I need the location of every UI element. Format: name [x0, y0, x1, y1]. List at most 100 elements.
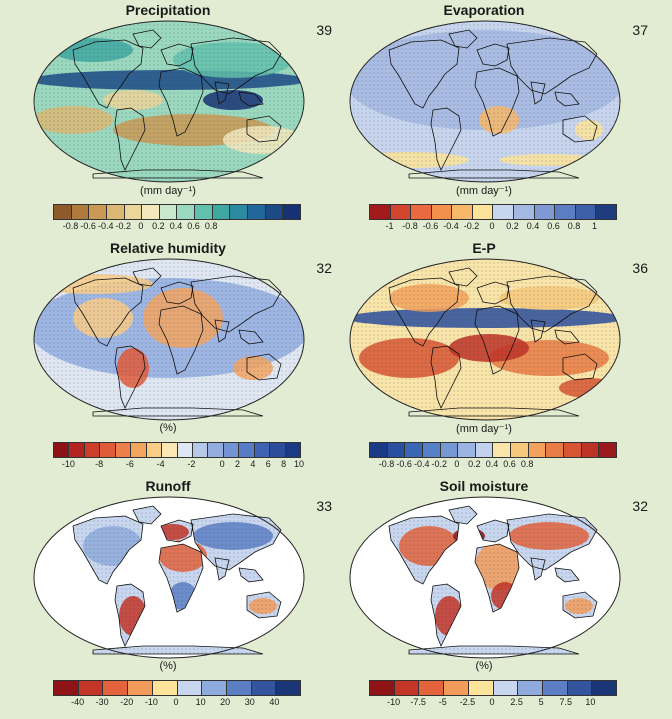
scale-swatch: [106, 205, 125, 219]
scale-swatch: [370, 681, 395, 695]
scale-swatch: [251, 681, 277, 695]
scale-tick-label: 0.8: [204, 221, 218, 231]
scale-tick-label: 0.4: [169, 221, 183, 231]
panel-title: E-P: [472, 240, 496, 256]
color-scale: [369, 680, 617, 696]
coastline-australia: [246, 591, 282, 619]
scale-swatch: [239, 443, 255, 457]
coastline-seasia: [238, 567, 264, 583]
scale-tick-label: -10: [387, 697, 401, 707]
scale-swatch: [370, 443, 388, 457]
scale-swatch: [581, 443, 600, 457]
coastline-samerica: [114, 345, 146, 409]
scale-tick-label: -0.4: [413, 459, 430, 469]
unit-label: (%): [159, 422, 177, 434]
coastline-africa: [158, 543, 204, 613]
coastline-europe: [476, 281, 510, 305]
coastline-samerica: [430, 107, 462, 171]
scale-tick-label: -4: [156, 459, 165, 469]
coastline-africa: [474, 543, 520, 613]
scale-swatch: [564, 443, 582, 457]
scale-tick-label: 0: [489, 221, 495, 231]
scale-swatch: [546, 443, 565, 457]
model-count: 36: [632, 260, 648, 276]
scale-swatch: [142, 205, 160, 219]
color-scale: [53, 442, 301, 458]
scale-swatch: [202, 681, 227, 695]
scale-swatch: [152, 681, 178, 695]
panel-title: Relative humidity: [110, 240, 226, 256]
scale-swatch: [493, 205, 515, 219]
map-border: [33, 20, 305, 183]
scale-tick-label: 10: [293, 459, 305, 469]
coastline-greenland: [448, 505, 478, 525]
scale-ticks: -10 -8 -6 -4 -2 0 2 4 6 8 10: [53, 459, 304, 471]
coastline-antarctica: [408, 169, 580, 179]
coastline-africa: [158, 305, 204, 375]
scale-swatch: [159, 205, 178, 219]
panel-title: Runoff: [145, 478, 191, 494]
scale-tick-label: 2: [234, 459, 241, 469]
scale-tick-label: 10: [195, 697, 206, 707]
coastline-asia: [506, 275, 598, 333]
scale-swatch: [54, 681, 79, 695]
scale-tick-label: 8: [281, 459, 287, 469]
map-svg: [349, 20, 621, 183]
scale-tick-label: -10: [61, 459, 75, 469]
map-border: [349, 258, 621, 421]
scale-swatch: [534, 205, 556, 219]
scale-tick-label: 0.2: [152, 221, 165, 231]
model-count: 37: [632, 22, 648, 38]
scale-swatch: [212, 205, 231, 219]
scale-swatch: [115, 443, 132, 457]
world-map: [33, 20, 305, 183]
scale-swatch: [146, 443, 163, 457]
scale-tick-label: -0.4: [97, 221, 114, 231]
e-minus-p-panel: E-P 36 (mm day⁻¹) -0.8 -0.6 -0.4 -0.2 0 0.2 0.…: [334, 238, 654, 476]
relative-humidity-panel: Relative humidity 32 (%) -10 -8 -6 -4 -2 0 2 4 6…: [18, 238, 338, 476]
coastline-africa: [474, 67, 520, 137]
scale-tick-label: 4: [250, 459, 256, 469]
scale-tick-label: -7.5: [410, 697, 426, 707]
scale-tick-label: 0.8: [567, 221, 581, 231]
coastline-greenland: [132, 505, 162, 525]
unit-label: (mm day⁻¹): [456, 185, 512, 197]
scale-tick-label: 0.4: [526, 221, 540, 231]
scale-tick-label: 0.2: [468, 459, 481, 469]
coastline-namerica: [388, 277, 460, 347]
scale-swatch: [78, 681, 104, 695]
scale-swatch: [71, 205, 90, 219]
scale-tick-label: 0: [173, 697, 179, 707]
scale-swatch: [230, 205, 249, 219]
scale-tick-label: -0.8: [62, 221, 79, 231]
world-map: [33, 496, 305, 659]
coastline-asia: [190, 275, 282, 333]
map-svg: [349, 258, 621, 421]
scale-tick-label: 1: [591, 221, 598, 231]
coastline-australia: [562, 115, 598, 143]
coastline-australia: [562, 353, 598, 381]
scale-swatch: [84, 443, 101, 457]
unit-label: (%): [475, 660, 493, 672]
scale-tick-label: 0: [138, 221, 144, 231]
scale-swatch: [514, 205, 535, 219]
scale-swatch: [226, 681, 252, 695]
scale-tick-label: 0: [489, 697, 495, 707]
coastline-australia: [246, 353, 282, 381]
color-scale: [369, 442, 617, 458]
scale-swatch: [254, 443, 271, 457]
scale-tick-label: -0.6: [80, 221, 96, 231]
scale-tick-label: 20: [220, 697, 231, 707]
coastline-namerica: [72, 39, 144, 109]
coastline-antarctica: [92, 407, 264, 417]
scale-tick-label: -30: [95, 697, 109, 707]
scale-ticks: -0.8 -0.6 -0.4 -0.2 0 0.2 0.4 0.6 0.8: [53, 221, 299, 233]
scale-swatch: [444, 681, 469, 695]
scale-swatch: [493, 681, 519, 695]
scale-ticks: -1 -0.8 -0.6 -0.4 -0.2 0 0.2 0.4 0.6 0.8 1: [369, 221, 615, 233]
scale-tick-label: -20: [120, 697, 134, 707]
scale-ticks: -40 -30 -20 -10 0 10 20 30 40: [53, 697, 299, 709]
scale-swatch: [265, 205, 284, 219]
map-svg: [33, 496, 305, 659]
color-scale: [53, 680, 301, 696]
